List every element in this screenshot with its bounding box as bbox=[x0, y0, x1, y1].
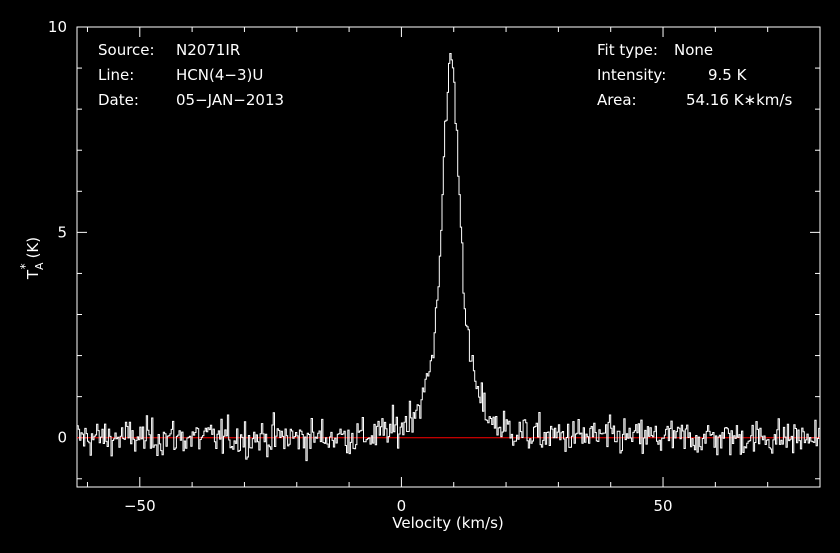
area-value: 54.16 K∗km/s bbox=[686, 91, 792, 109]
y-tick-label: 5 bbox=[57, 223, 67, 241]
line-label: Line: bbox=[98, 66, 134, 84]
date-value: 05−JAN−2013 bbox=[176, 91, 284, 109]
x-tick-label: 0 bbox=[397, 497, 407, 515]
y-tick-label: 0 bbox=[57, 429, 67, 447]
fit-type-label: Fit type: bbox=[597, 41, 658, 59]
spectrum-line bbox=[77, 53, 820, 462]
y-axis-label-main: T bbox=[24, 269, 42, 280]
intensity-label: Intensity: bbox=[597, 66, 666, 84]
source-label: Source: bbox=[98, 41, 155, 59]
y-axis-label-sub: A bbox=[33, 262, 46, 270]
y-axis-label: TA* (K) bbox=[18, 237, 46, 280]
y-axis-label-unit: (K) bbox=[24, 237, 42, 259]
source-value: N2071IR bbox=[176, 41, 240, 59]
fit-type-value: None bbox=[674, 41, 713, 59]
plot-frame bbox=[76, 26, 821, 488]
date-label: Date: bbox=[98, 91, 139, 109]
axis-tick-labels: −50 0 50 0 5 10 bbox=[48, 18, 673, 515]
x-tick-label: −50 bbox=[124, 497, 156, 515]
x-tick-label: 50 bbox=[653, 497, 672, 515]
line-value: HCN(4−3)U bbox=[176, 66, 263, 84]
area-label: Area: bbox=[597, 91, 637, 109]
y-tick-label: 10 bbox=[48, 18, 67, 36]
axis-ticks bbox=[77, 26, 821, 487]
y-axis-label-sup: * bbox=[18, 263, 32, 269]
x-axis-label: Velocity (km/s) bbox=[392, 514, 503, 532]
svg-text:TA*(K): TA* (K) bbox=[18, 237, 46, 280]
intensity-value: 9.5 K bbox=[708, 66, 748, 84]
